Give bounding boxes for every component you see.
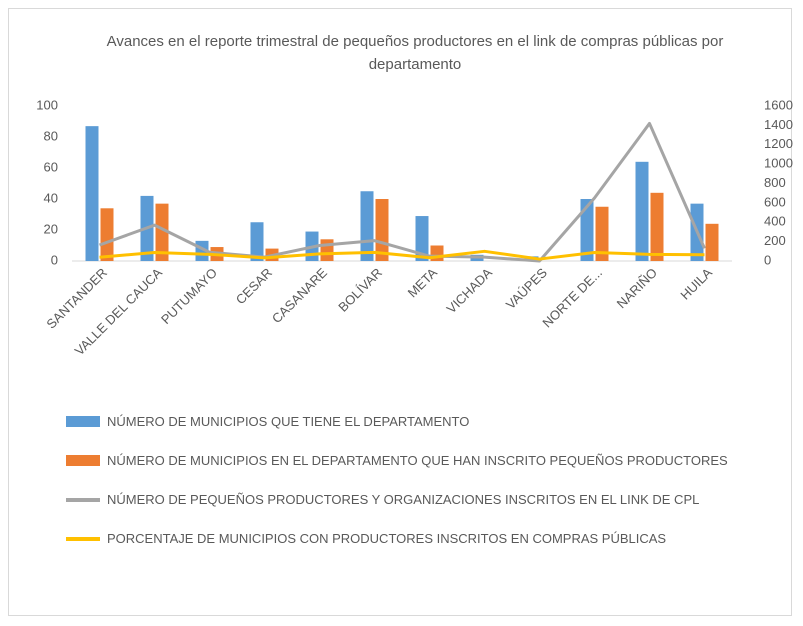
plot: 0204060801000200400600800100012001400160…	[36, 97, 793, 358]
y2-tick-label: 1200	[764, 136, 793, 151]
x-tick-label: HUILA	[677, 265, 715, 303]
legend-entry: NÚMERO DE MUNICIPIOS QUE TIENE EL DEPART…	[62, 412, 772, 432]
legend-swatch	[66, 416, 100, 427]
y-tick-label: 20	[44, 221, 58, 236]
bar	[580, 199, 594, 261]
y2-tick-label: 200	[764, 233, 786, 248]
chart-frame	[8, 8, 792, 616]
legend: NÚMERO DE MUNICIPIOS QUE TIENE EL DEPART…	[62, 412, 782, 568]
y2-tick-label: 1400	[764, 117, 793, 132]
bar	[650, 192, 664, 261]
y2-tick-label: 400	[764, 214, 786, 229]
bar	[85, 126, 99, 262]
bar	[360, 191, 374, 261]
bar	[320, 239, 334, 261]
bar	[250, 222, 264, 261]
y-tick-label: 0	[51, 252, 58, 267]
legend-entry: NÚMERO DE PEQUEÑOS PRODUCTORES Y ORGANIZ…	[62, 490, 772, 510]
line	[98, 121, 706, 263]
bar	[705, 223, 719, 261]
legend-entry: PORCENTAJE DE MUNICIPIOS CON PRODUCTORES…	[62, 529, 772, 549]
y-tick-label: 100	[36, 97, 58, 112]
x-tick-label: VICHADA	[444, 265, 496, 317]
chart-title: Avances en el reporte trimestral de pequ…	[106, 33, 724, 73]
bar	[375, 199, 389, 261]
legend-label: NÚMERO DE PEQUEÑOS PRODUCTORES Y ORGANIZ…	[107, 492, 700, 507]
y2-tick-label: 800	[764, 175, 786, 190]
x-tick-label: CESAR	[233, 265, 275, 307]
legend-entry: NÚMERO DE MUNICIPIOS EN EL DEPARTAMENTO …	[62, 451, 772, 471]
y-tick-label: 40	[44, 190, 58, 205]
x-tick-label: NORTE DE...	[539, 265, 605, 331]
y2-tick-label: 1600	[764, 97, 793, 112]
bar	[100, 208, 114, 261]
y2-tick-label: 0	[764, 252, 771, 267]
y2-tick-label: 1000	[764, 156, 793, 171]
line	[99, 249, 705, 261]
bar	[635, 161, 649, 261]
x-tick-label: PUTUMAYO	[158, 265, 220, 327]
x-tick-label: BOLÍVAR	[335, 265, 385, 315]
x-tick-label: META	[405, 265, 441, 301]
bar	[595, 206, 609, 261]
x-tick-label: VAÚPES	[503, 265, 550, 312]
y-tick-label: 80	[44, 128, 58, 143]
bar	[155, 203, 169, 261]
legend-label: NÚMERO DE MUNICIPIOS EN EL DEPARTAMENTO …	[107, 453, 728, 468]
legend-swatch	[66, 537, 100, 541]
legend-label: NÚMERO DE MUNICIPIOS QUE TIENE EL DEPART…	[107, 414, 470, 429]
x-tick-label: NARIÑO	[614, 265, 660, 311]
legend-label: PORCENTAJE DE MUNICIPIOS CON PRODUCTORES…	[107, 531, 667, 546]
y-tick-label: 60	[44, 159, 58, 174]
bar	[415, 216, 429, 261]
y2-tick-label: 600	[764, 194, 786, 209]
x-tick-label: CASANARE	[269, 265, 330, 326]
legend-swatch	[66, 455, 100, 466]
legend-swatch	[66, 498, 100, 502]
